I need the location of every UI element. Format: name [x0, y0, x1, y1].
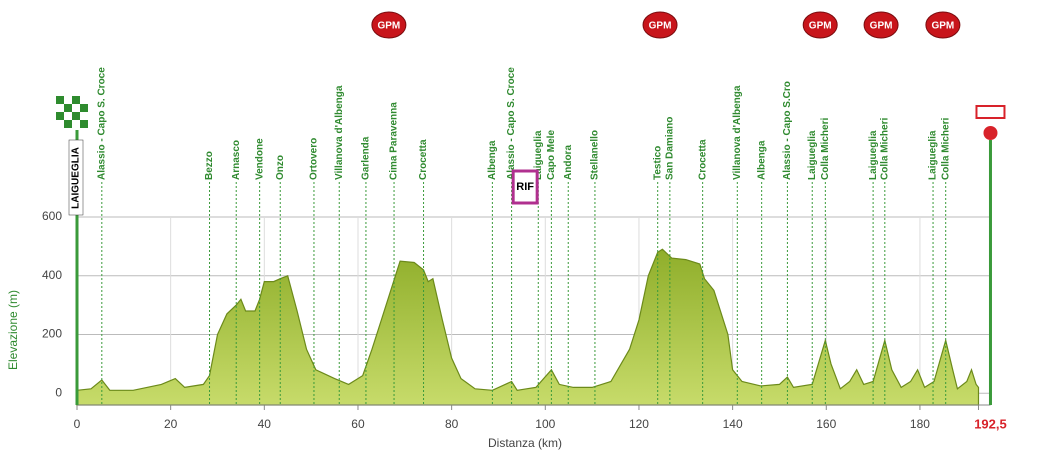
location-label: Bezzo — [204, 151, 215, 180]
rif-box — [511, 169, 539, 205]
location-label: Alassio - Capo S. Croce — [96, 67, 107, 180]
flag-square — [72, 120, 80, 128]
y-tick-label: 200 — [42, 327, 62, 341]
flag-square — [56, 120, 64, 128]
y-tick-label: 0 — [55, 385, 62, 399]
gpm-label: GPM — [649, 21, 672, 32]
location-label: Albenga — [487, 140, 498, 180]
y-tick-label: 600 — [42, 209, 62, 223]
x-tick-label: 192,5 — [974, 416, 1007, 431]
gpm-label: GPM — [870, 21, 893, 32]
x-tick-label: 180 — [910, 417, 930, 431]
location-label: Laigueglia — [928, 130, 939, 180]
start-label: LAIGUEGLIA — [71, 147, 82, 209]
x-tick-label: 40 — [258, 417, 272, 431]
flag-square — [72, 112, 80, 120]
location-label: San Damiano — [665, 117, 676, 180]
gpm-label: GPM — [809, 21, 832, 32]
location-label: Alassio - Capo S. Croce — [506, 67, 517, 180]
flag-square — [56, 96, 64, 104]
flag-square — [72, 104, 80, 112]
gpm-badge — [925, 11, 961, 39]
location-label: Villanova d'Albenga — [334, 85, 345, 180]
start-label-box — [68, 139, 84, 216]
x-axis-label: Distanza (km) — [488, 436, 562, 450]
location-label: Arnasco — [231, 140, 242, 180]
gpm-badge — [371, 11, 407, 39]
x-tick-label: 120 — [629, 417, 649, 431]
gpm-badge — [642, 11, 678, 39]
flag-square — [64, 104, 72, 112]
gpm-label: GPM — [377, 21, 400, 32]
start-flag — [56, 96, 88, 128]
location-label: Onzo — [275, 155, 286, 180]
elevation-area — [76, 248, 980, 406]
gpm-label: GPM — [931, 21, 954, 32]
location-label: Garlenda — [361, 136, 372, 180]
flag-square — [64, 112, 72, 120]
x-tick-label: 60 — [351, 417, 365, 431]
flag-square — [80, 104, 88, 112]
location-label: Stellanello — [590, 130, 601, 180]
flag-square — [80, 112, 88, 120]
flag-square — [72, 96, 80, 104]
location-label: Villanova d'Albenga — [732, 85, 743, 180]
location-label: Laigueglia — [868, 130, 879, 180]
location-label: Ortovero — [309, 138, 320, 180]
location-label: Laigueglia — [807, 130, 818, 180]
location-label: Testico — [652, 146, 663, 180]
flag-square — [56, 104, 64, 112]
flag-square — [64, 120, 72, 128]
rif-label: RIF — [516, 181, 534, 193]
finish-banner — [975, 105, 1006, 119]
x-tick-label: 80 — [445, 417, 459, 431]
location-label: Alassio - Capo S.Cro — [782, 81, 793, 180]
location-label: Albenga — [756, 140, 767, 180]
location-label: Colla Micheri — [879, 118, 890, 180]
x-tick-label: 140 — [723, 417, 743, 431]
location-label: Colla Micheri — [820, 118, 831, 180]
location-label: Capo Mele — [546, 130, 557, 180]
y-tick-label: 400 — [42, 268, 62, 282]
y-axis-label: Elevazione (m) — [6, 290, 20, 370]
location-label: Cima Paravenna — [389, 102, 400, 180]
location-label: Colla Micheri — [940, 118, 951, 180]
location-label: Crocetta — [697, 139, 708, 180]
location-label: Laigueglia — [533, 130, 544, 180]
finish-marker — [983, 126, 998, 140]
x-tick-label: 20 — [164, 417, 178, 431]
gpm-badge — [863, 11, 899, 39]
gpm-badge — [802, 11, 838, 39]
flag-square — [80, 96, 88, 104]
x-tick-label: 0 — [74, 417, 81, 431]
location-label: Crocetta — [418, 139, 429, 180]
flag-square — [80, 120, 88, 128]
location-label: Andora — [563, 145, 574, 180]
x-tick-label: 100 — [535, 417, 555, 431]
flag-square — [56, 112, 64, 120]
x-tick-label: 160 — [816, 417, 836, 431]
location-label: Vendone — [254, 138, 265, 180]
flag-square — [64, 96, 72, 104]
